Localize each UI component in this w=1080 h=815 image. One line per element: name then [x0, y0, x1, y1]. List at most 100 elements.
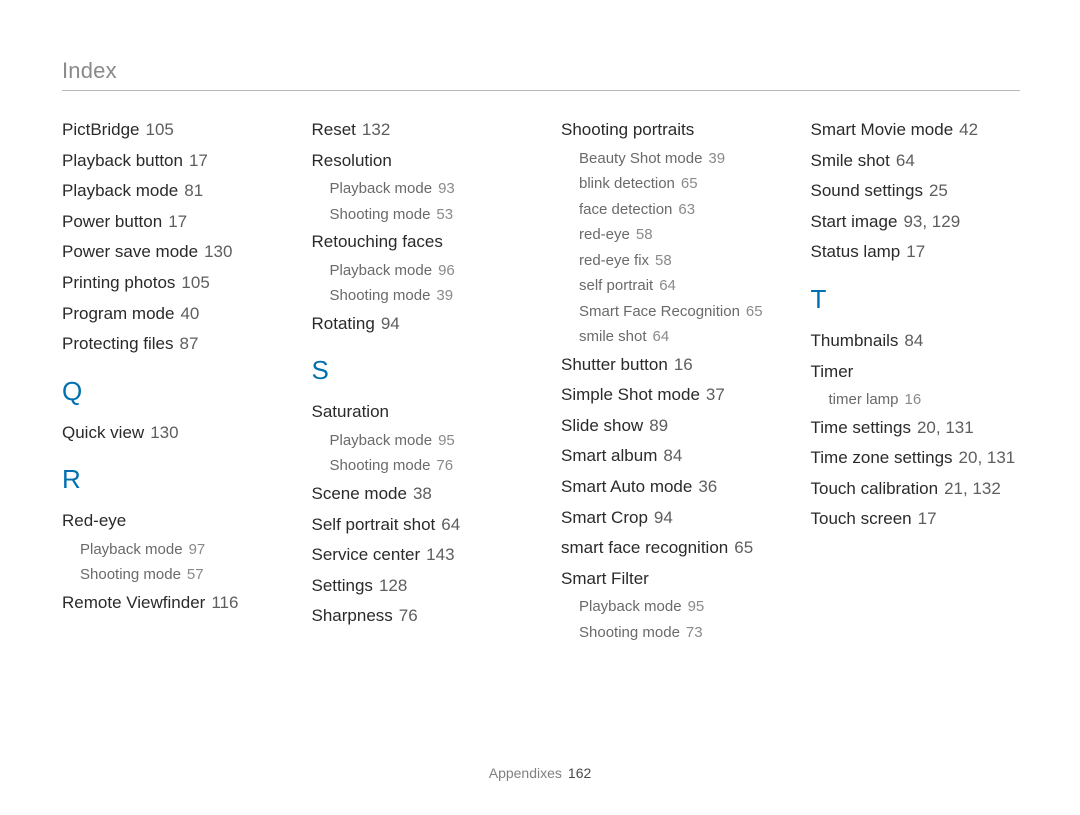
- index-subentry[interactable]: Playback mode93: [312, 176, 522, 202]
- entry-label: Touch calibration: [811, 479, 939, 498]
- index-subentry[interactable]: red-eye58: [561, 222, 771, 248]
- entry-page: 95: [682, 598, 705, 615]
- index-entry[interactable]: Simple Shot mode37: [561, 380, 771, 411]
- index-entry[interactable]: Smart Movie mode42: [811, 115, 1021, 146]
- entry-page: 93: [432, 180, 455, 197]
- index-entry[interactable]: Touch calibration21, 132: [811, 474, 1021, 505]
- entry-label: smile shot: [579, 328, 647, 345]
- index-entry[interactable]: Smart Crop94: [561, 503, 771, 534]
- index-subentry[interactable]: Beauty Shot mode39: [561, 146, 771, 172]
- index-entry[interactable]: Power save mode130: [62, 237, 272, 268]
- entry-page: 87: [174, 334, 199, 353]
- index-column: Smart Movie mode42Smile shot64Sound sett…: [811, 115, 1021, 645]
- entry-label: Shooting mode: [579, 624, 680, 641]
- entry-label: Beauty Shot mode: [579, 150, 702, 167]
- entry-label: Reset: [312, 120, 356, 139]
- index-subentry[interactable]: Shooting mode39: [312, 283, 522, 309]
- index-entry[interactable]: Self portrait shot64: [312, 510, 522, 541]
- index-entry[interactable]: Rotating94: [312, 309, 522, 340]
- entry-label: Simple Shot mode: [561, 385, 700, 404]
- index-entry[interactable]: Playback button17: [62, 146, 272, 177]
- index-entry[interactable]: smart face recognition65: [561, 533, 771, 564]
- entry-label: Status lamp: [811, 242, 901, 261]
- index-subentry[interactable]: self portrait64: [561, 273, 771, 299]
- index-entry[interactable]: Saturation: [312, 397, 522, 428]
- index-subentry[interactable]: timer lamp16: [811, 387, 1021, 413]
- index-subentry[interactable]: Smart Face Recognition65: [561, 299, 771, 325]
- index-subentry[interactable]: Playback mode96: [312, 258, 522, 284]
- entry-page: 84: [657, 446, 682, 465]
- entry-label: Smart album: [561, 446, 657, 465]
- index-subentry[interactable]: blink detection65: [561, 171, 771, 197]
- index-entry[interactable]: Service center143: [312, 540, 522, 571]
- index-entry[interactable]: Smart Filter: [561, 564, 771, 595]
- entry-label: Settings: [312, 576, 373, 595]
- index-entry[interactable]: Sound settings25: [811, 176, 1021, 207]
- index-subentry[interactable]: Playback mode97: [62, 537, 272, 563]
- index-entry[interactable]: Reset132: [312, 115, 522, 146]
- entry-page: 38: [407, 484, 432, 503]
- index-entry[interactable]: Smart Auto mode36: [561, 472, 771, 503]
- index-entry[interactable]: Status lamp17: [811, 237, 1021, 268]
- entry-label: Touch screen: [811, 509, 912, 528]
- index-entry[interactable]: Time zone settings20, 131: [811, 443, 1021, 474]
- index-subentry[interactable]: Playback mode95: [561, 594, 771, 620]
- index-subentry[interactable]: Shooting mode57: [62, 562, 272, 588]
- entry-label: Smart Face Recognition: [579, 303, 740, 320]
- index-entry[interactable]: Timer: [811, 357, 1021, 388]
- index-columns: PictBridge105Playback button17Playback m…: [62, 115, 1020, 645]
- index-subentry[interactable]: red-eye fix58: [561, 248, 771, 274]
- entry-label: Power button: [62, 212, 162, 231]
- index-entry[interactable]: Program mode40: [62, 299, 272, 330]
- entry-label: Red-eye: [62, 511, 126, 530]
- index-entry[interactable]: Slide show89: [561, 411, 771, 442]
- entry-label: Start image: [811, 212, 898, 231]
- index-subentry[interactable]: smile shot64: [561, 324, 771, 350]
- entry-page: 57: [181, 566, 204, 583]
- index-entry[interactable]: Retouching faces: [312, 227, 522, 258]
- entry-page: 65: [728, 538, 753, 557]
- entry-label: Shooting portraits: [561, 120, 694, 139]
- index-entry[interactable]: Scene mode38: [312, 479, 522, 510]
- index-entry[interactable]: Settings128: [312, 571, 522, 602]
- entry-page: 94: [648, 508, 673, 527]
- index-entry[interactable]: Sharpness76: [312, 601, 522, 632]
- entry-label: Resolution: [312, 151, 392, 170]
- entry-label: Smart Auto mode: [561, 477, 692, 496]
- entry-page: 39: [702, 150, 725, 167]
- entry-page: 63: [672, 201, 695, 218]
- index-letter: R: [62, 466, 272, 492]
- index-entry[interactable]: Shooting portraits: [561, 115, 771, 146]
- index-entry[interactable]: Thumbnails84: [811, 326, 1021, 357]
- index-entry[interactable]: Time settings20, 131: [811, 413, 1021, 444]
- index-column: Shooting portraitsBeauty Shot mode39blin…: [561, 115, 771, 645]
- index-entry[interactable]: Playback mode81: [62, 176, 272, 207]
- index-entry[interactable]: Quick view130: [62, 418, 272, 449]
- index-entry[interactable]: Touch screen17: [811, 504, 1021, 535]
- index-entry[interactable]: Remote Viewfinder116: [62, 588, 272, 619]
- entry-page: 130: [198, 242, 232, 261]
- index-entry[interactable]: Printing photos105: [62, 268, 272, 299]
- index-entry[interactable]: PictBridge105: [62, 115, 272, 146]
- index-subentry[interactable]: Playback mode95: [312, 428, 522, 454]
- index-entry[interactable]: Start image93, 129: [811, 207, 1021, 238]
- index-subentry[interactable]: Shooting mode76: [312, 453, 522, 479]
- index-entry[interactable]: Resolution: [312, 146, 522, 177]
- index-subentry[interactable]: Shooting mode73: [561, 620, 771, 646]
- entry-page: 25: [923, 181, 948, 200]
- entry-page: 128: [373, 576, 407, 595]
- index-entry[interactable]: Shutter button16: [561, 350, 771, 381]
- footer-page: 162: [562, 765, 591, 781]
- entry-page: 105: [175, 273, 209, 292]
- index-entry[interactable]: Smile shot64: [811, 146, 1021, 177]
- index-entry[interactable]: Power button17: [62, 207, 272, 238]
- index-entry[interactable]: Red-eye: [62, 506, 272, 537]
- index-subentry[interactable]: face detection63: [561, 197, 771, 223]
- index-entry[interactable]: Smart album84: [561, 441, 771, 472]
- index-entry[interactable]: Protecting files87: [62, 329, 272, 360]
- index-column: PictBridge105Playback button17Playback m…: [62, 115, 272, 645]
- entry-label: Sound settings: [811, 181, 923, 200]
- index-subentry[interactable]: Shooting mode53: [312, 202, 522, 228]
- entry-label: Playback mode: [330, 262, 433, 279]
- entry-page: 130: [144, 423, 178, 442]
